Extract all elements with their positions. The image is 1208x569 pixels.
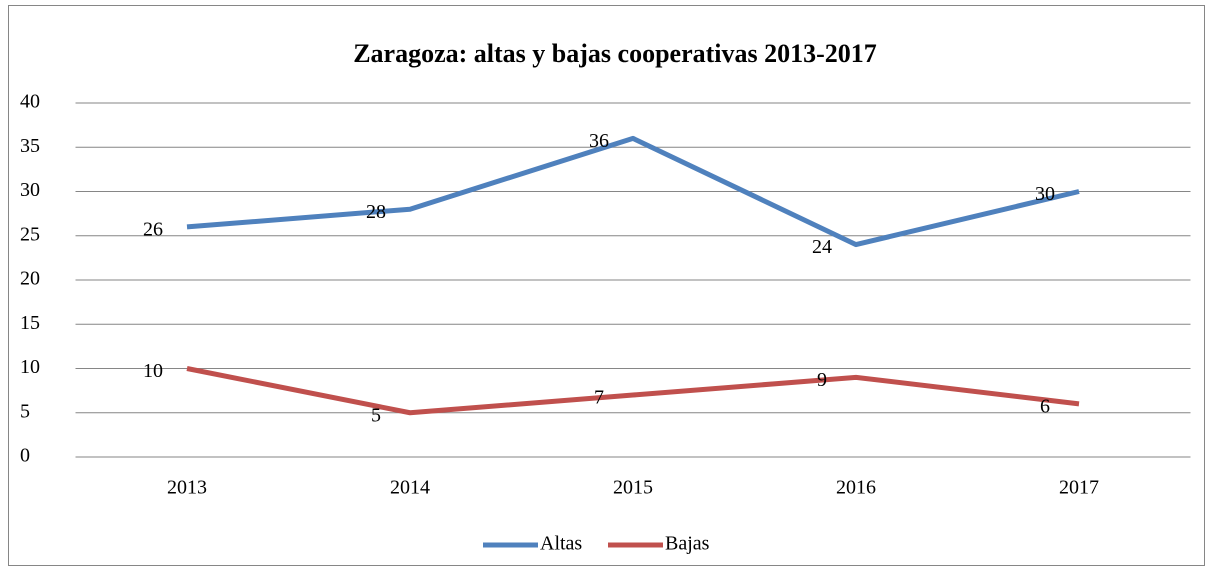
y-tick-label: 20 [20,268,40,290]
data-label: 26 [143,218,163,240]
x-tick-label: 2016 [836,477,876,499]
y-tick-label: 30 [20,179,40,201]
y-tick-label: 15 [20,312,40,334]
chart-border [8,5,1205,566]
legend-label: Bajas [665,533,710,555]
y-tick-label: 25 [20,223,40,245]
data-label: 30 [1035,183,1055,205]
data-label: 24 [812,236,832,258]
x-tick-label: 2014 [390,477,430,499]
x-tick-label: 2017 [1059,477,1099,499]
data-label: 6 [1040,395,1050,417]
data-label: 10 [143,360,163,382]
chart-title: Zaragoza: altas y bajas cooperativas 201… [353,39,877,68]
y-tick-label: 10 [20,356,40,378]
y-tick-label: 40 [20,91,40,113]
x-tick-label: 2015 [613,477,653,499]
series-line [186,366,1080,416]
data-label: 36 [589,130,609,152]
x-tick-label: 2013 [167,477,207,499]
legend-label: Altas [540,533,582,555]
y-tick-label: 0 [20,445,30,467]
data-label: 28 [366,201,386,223]
data-label: 9 [817,369,827,391]
data-label: 5 [371,404,381,426]
series-line [186,135,1080,248]
y-tick-label: 35 [20,135,40,157]
y-tick-label: 5 [20,400,30,422]
data-label: 7 [594,387,604,409]
